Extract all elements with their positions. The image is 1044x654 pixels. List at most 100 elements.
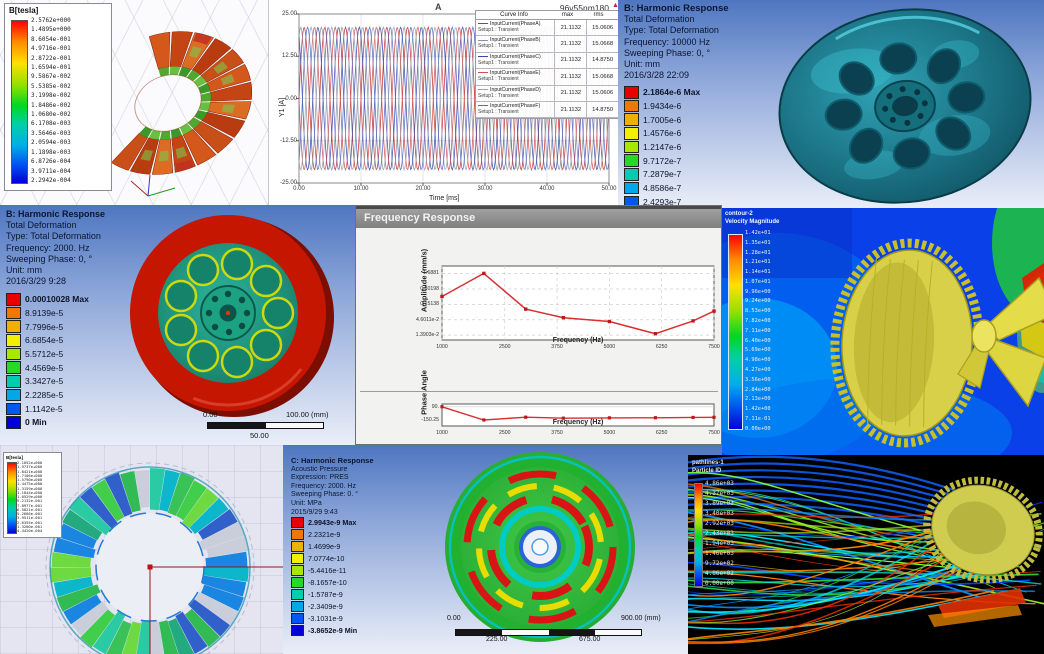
table-row: InputCurrent(PhaseB) Setup1 : Transient 21… [476, 36, 618, 53]
legend-entry: -2.3409e-9 [291, 601, 357, 612]
result-line: Unit: mm [6, 265, 42, 276]
curve-rms: 15.0668 [592, 41, 614, 48]
legend-color-chip [6, 388, 21, 402]
curve-max: 21.1132 [555, 36, 588, 52]
legend-entry: 2.9943e-9 Max [291, 517, 357, 528]
legend-value: 2.2285e-5 [25, 390, 64, 401]
axis-tick-label: 7500 [708, 430, 720, 436]
legend-value: 1.14e+01 [745, 269, 771, 276]
motor-segment-speckle [188, 46, 203, 59]
table-row: InputCurrent(PhaseF) Setup1 : Transient 21… [476, 101, 618, 119]
legend-color-chip [624, 127, 639, 140]
legend-value: 1.0529e+000 [17, 494, 43, 499]
flux-ring-segment [159, 469, 180, 512]
flux-ring-segment [195, 592, 239, 625]
hub-bolt-holes [205, 290, 251, 336]
flux-legend-values: 2.1052e+000 1.9737e+000 1.8421e+000 1.7106e… [17, 461, 42, 533]
axis-tick-label: -25.00 [279, 180, 297, 186]
flux-ring-segment [136, 620, 150, 654]
window-titlebar[interactable]: Frequency Response [356, 209, 721, 229]
data-marker [712, 309, 716, 313]
curve-setup: Setup1 : Transient [478, 76, 519, 83]
flux-ring-segment [50, 567, 92, 583]
streamline [688, 505, 987, 610]
legend-value: 4.8586e-7 [643, 183, 682, 194]
legend-value: 1.21e+01 [745, 259, 771, 266]
curve-setup: Setup1 : Transient [478, 59, 519, 66]
axis-tick-label: 5000 [603, 430, 616, 436]
table-row: InputCurrent(PhaseA) Setup1 : Transient 21… [476, 20, 618, 37]
legend-value: 1.1142e-5 [25, 403, 63, 414]
legend-value: 1.42e+00 [745, 406, 771, 413]
contour-legend: 0.00010028 Max 8.9139e-5 7.7996e-5 6.6854e-… [6, 293, 89, 430]
cfd-legend-header: contour-2 Velocity Magnitude [725, 211, 779, 226]
legend-entry: 2.2285e-5 [6, 388, 89, 402]
flux-ring-segment [69, 496, 112, 536]
result-text-block: B: Harmonic Response Total Deformation T… [6, 209, 105, 287]
legend-value: -3.1031e-9 [308, 614, 343, 623]
curve-color-sample [478, 39, 488, 41]
axis-tick-label: 7500 [708, 344, 720, 350]
legend-value: 1.4895e+000 [31, 26, 71, 34]
legend-color-chip [6, 375, 21, 388]
legend-entry: 2.2321e-9 [291, 529, 357, 540]
curve-color-sample [478, 72, 488, 74]
x-axis-label: Time [ms] [429, 195, 460, 202]
legend-color-chip [291, 625, 304, 636]
frequency-axis-label: Frequency (Hz) [552, 337, 604, 344]
data-marker [607, 416, 611, 420]
curve-name-cell: InputCurrent(PhaseD) Setup1 : Transient [476, 85, 556, 101]
table-row: InputCurrent(PhaseD) Setup1 : Transient 21… [476, 85, 618, 102]
curve-name-cell: InputCurrent(PhaseF) Setup1 : Transient [476, 101, 556, 118]
chart-divider [360, 391, 718, 392]
axis-tick-label: 2500 [498, 344, 511, 350]
motor-segment-inner [194, 110, 208, 121]
flux-ring-segment [63, 594, 102, 625]
flux-ring-segment [51, 552, 91, 567]
motor-segment-speckle [175, 146, 188, 159]
cfd-legend-values: 1.42e+01 1.35e+01 1.28e+01 1.21e+01 1.14e+01… [745, 230, 771, 432]
legend-value: 0 Min [25, 417, 47, 428]
report-corner-label: A [435, 2, 442, 12]
legend-value: 6.6854e-5 [25, 335, 64, 346]
curve-max: 21.1132 [555, 85, 588, 101]
axis-line-green [147, 187, 176, 197]
gear-striation [923, 261, 933, 427]
legend-value: 1.7005e-6 [643, 114, 682, 125]
flux-legend-colorbar [11, 20, 28, 184]
flux-ring-segment [201, 575, 247, 597]
legend-color-chip [624, 168, 639, 181]
legend-entry: 5.5712e-5 [6, 347, 89, 361]
scale-ruler-label-max: 100.00 (mm) [286, 410, 329, 419]
data-marker [440, 405, 444, 409]
result-line: Sweeping Phase: 0. ° [291, 491, 359, 499]
legend-value: 7.2879e-7 [643, 169, 682, 180]
result-text-block: C: Harmonic Response Acoustic Pressure E… [291, 456, 374, 517]
axis-tick-label: 1.3903e-2 [415, 332, 439, 339]
legend-color-chip [291, 601, 304, 612]
result-line: Type: Total Deformation [6, 231, 101, 242]
motor-segment-inner [148, 129, 161, 140]
legend-value: 2.2321e-9 [308, 530, 341, 539]
result-line: Frequency: 2000. Hz [291, 482, 356, 490]
legend-color-chip [291, 517, 304, 528]
flux-ring-segment [205, 551, 248, 567]
hub-bolt-holes [882, 86, 928, 126]
flux-legend-values: 2.5762e+000 1.4895e+000 8.6054e-001 4.9716e… [31, 18, 71, 184]
legend-value: 4.9716e-001 [31, 45, 71, 53]
curve-name: InputCurrent(PhaseB) [490, 37, 541, 44]
axis-line-red [130, 180, 149, 197]
legend-value: 2.13e+00 [745, 396, 771, 403]
legend-color-chip [6, 306, 21, 320]
legend-entry: 4.8586e-7 [624, 181, 700, 195]
axis-tick-label: 10.00 [353, 186, 369, 192]
legend-value: 6.8726e-004 [31, 158, 71, 166]
legend-value: 1.07e+01 [745, 278, 771, 285]
axis-tick-label: 0.00 [285, 95, 297, 102]
legend-color-chip [624, 154, 639, 167]
plot-border [441, 403, 715, 427]
flux-ring-segment [120, 471, 141, 513]
flux-ring-segment [56, 584, 101, 612]
gear-striation [881, 258, 891, 425]
